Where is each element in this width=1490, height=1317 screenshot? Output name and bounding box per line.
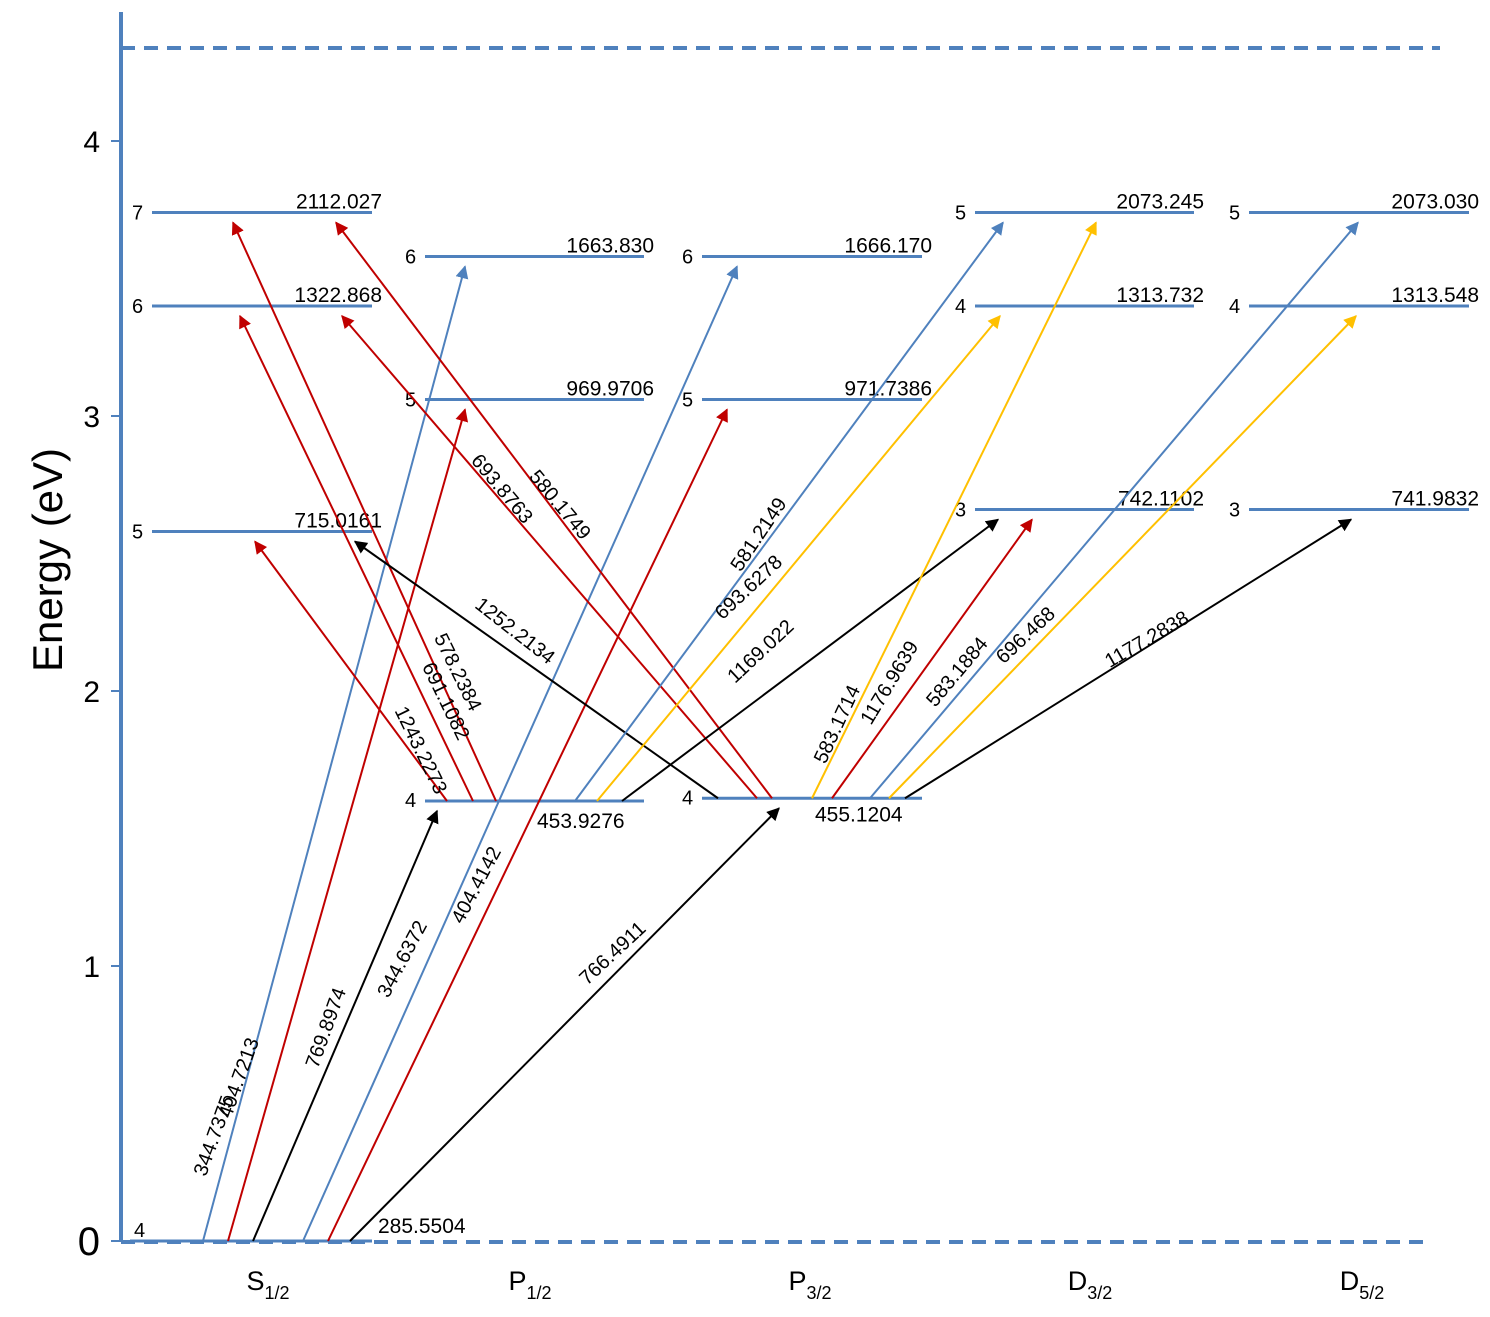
transition-arrow — [621, 518, 1000, 802]
level-energy-label: 971.7386 — [844, 378, 932, 401]
level-energy-label: 742.1102 — [1118, 488, 1204, 511]
level-n-label: 4 — [682, 787, 693, 809]
transition-arrow — [596, 315, 1001, 802]
level-n-label: 3 — [955, 500, 966, 522]
level-n-label: 6 — [682, 247, 693, 269]
column-label-P1: P1/2 — [508, 1266, 551, 1303]
level-n-label: 5 — [682, 390, 693, 412]
transition-label: 583.1884 — [922, 633, 992, 711]
column-label-D5: D5/2 — [1340, 1266, 1385, 1303]
transition-label: 1177.2838 — [1101, 607, 1193, 673]
column-label-S: S1/2 — [246, 1266, 289, 1303]
column-label-sub: 5/2 — [1359, 1283, 1384, 1303]
transition-labels: 344.7375404.7213769.8974344.6372404.4142… — [190, 450, 1193, 1179]
column-label-P3: P3/2 — [788, 1266, 831, 1303]
transition-label: 766.4911 — [575, 918, 650, 990]
y-tick-label: 3 — [83, 401, 100, 434]
level-energy-label: 453.9276 — [537, 810, 625, 833]
level-n-label: 5 — [1229, 203, 1240, 225]
column-label-sub: 3/2 — [806, 1283, 831, 1303]
transition-arrow — [252, 809, 439, 1242]
y-tick-label: 1 — [83, 951, 100, 984]
column-label-main: S — [246, 1266, 264, 1296]
transition-arrow — [353, 540, 719, 800]
transition-arrow — [335, 221, 773, 799]
transition-label: 1252.2134 — [471, 593, 559, 669]
level-energy-label: 1313.548 — [1391, 284, 1479, 307]
transition-arrow — [888, 315, 1357, 799]
transitions — [202, 221, 1359, 1242]
level-n-label: 6 — [405, 247, 416, 269]
transition-arrow — [327, 408, 728, 1242]
y-tick-label: 2 — [83, 676, 100, 709]
transition-arrow — [227, 408, 469, 1242]
level-n-label: 6 — [132, 296, 143, 318]
column-label-main: D — [1068, 1266, 1088, 1296]
level-energy-label: 285.5504 — [378, 1215, 466, 1238]
transition-label: 404.7213 — [215, 1035, 264, 1121]
level-energy-label: 1313.732 — [1116, 284, 1204, 307]
level-n-label: 7 — [132, 203, 143, 225]
level-n-label: 4 — [405, 790, 416, 812]
transition-arrow — [904, 518, 1353, 800]
level-n-label: 5 — [405, 390, 416, 412]
level-energy-label: 2073.245 — [1116, 191, 1204, 214]
column-label-sub: 1/2 — [526, 1283, 551, 1303]
y-tick-label: 4 — [83, 126, 100, 159]
level-energy-label: 1663.830 — [566, 235, 654, 258]
level-n-label: 5 — [132, 522, 143, 544]
transition-label: 696.468 — [992, 603, 1060, 668]
transition-label: 580.1749 — [524, 466, 594, 544]
level-n-label: 5 — [955, 203, 966, 225]
column-label-main: P — [508, 1266, 526, 1296]
level-n-label: 4 — [1229, 296, 1240, 318]
transition-arrow — [869, 221, 1359, 799]
transition-label: 693.8763 — [466, 450, 536, 528]
transition-label: 583.1714 — [810, 682, 865, 767]
level-energy-label: 969.9706 — [566, 378, 654, 401]
column-label-main: D — [1340, 1266, 1360, 1296]
transition-arrow — [811, 221, 1097, 799]
level-energy-label: 455.1204 — [815, 803, 903, 826]
transition-arrow — [574, 221, 1004, 802]
transition-arrow — [239, 314, 474, 802]
energy-levels: 4285.55045715.016161322.86872112.0274453… — [130, 191, 1479, 1243]
transition-label: 1176.9639 — [856, 637, 923, 728]
level-energy-label: 2112.027 — [296, 191, 382, 214]
column-label-sub: 1/2 — [264, 1283, 289, 1303]
transition-label: 404.4142 — [447, 843, 506, 927]
column-label-sub: 3/2 — [1087, 1283, 1112, 1303]
transition-arrow — [254, 540, 448, 802]
level-n-label: 4 — [134, 1220, 145, 1242]
transition-arrow — [349, 807, 780, 1242]
level-energy-label: 741.9832 — [1391, 488, 1479, 511]
transition-arrow — [831, 518, 1033, 799]
level-energy-label: 1322.868 — [294, 284, 382, 307]
column-label-D3: D3/2 — [1068, 1266, 1113, 1303]
level-energy-label: 2073.030 — [1391, 191, 1479, 214]
transition-arrow — [341, 315, 758, 799]
transition-label: 344.6372 — [373, 917, 432, 1001]
column-label-main: P — [788, 1266, 806, 1296]
level-energy-label: 1666.170 — [844, 235, 932, 258]
transition-arrow — [231, 221, 497, 802]
transition-arrow — [202, 265, 469, 1242]
level-n-label: 4 — [955, 296, 966, 318]
y-axis-title: Energy (eV) — [24, 448, 71, 672]
y-tick-label: 0 — [78, 1220, 100, 1264]
transition-arrow — [302, 265, 739, 1242]
level-n-label: 3 — [1229, 500, 1240, 522]
column-labels: S1/2 P1/2 P3/2 D3/2 D5/2 — [246, 1266, 1384, 1303]
